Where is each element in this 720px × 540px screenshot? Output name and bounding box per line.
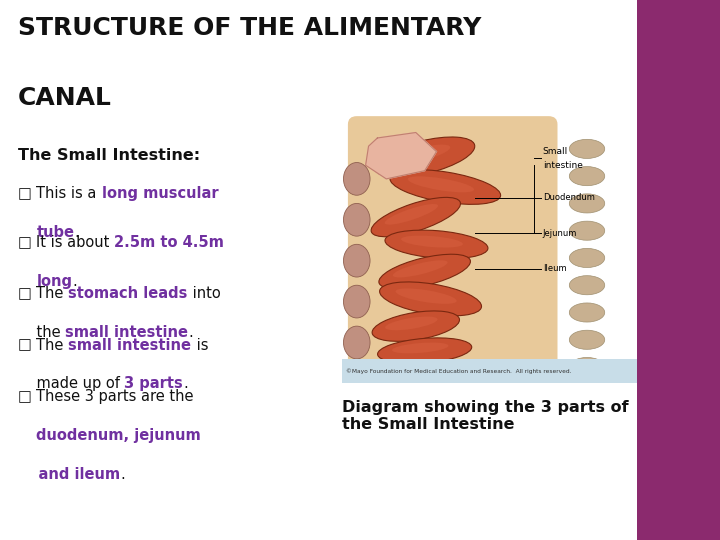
Text: STRUCTURE OF THE ALIMENTARY: STRUCTURE OF THE ALIMENTARY [18, 16, 482, 40]
Ellipse shape [371, 198, 461, 237]
Ellipse shape [393, 260, 448, 278]
Text: It is about: It is about [37, 235, 114, 250]
Ellipse shape [570, 330, 605, 349]
Ellipse shape [395, 288, 456, 304]
Polygon shape [366, 132, 436, 179]
Ellipse shape [379, 254, 470, 289]
FancyBboxPatch shape [348, 116, 557, 378]
Text: .: . [188, 325, 193, 340]
Text: This is a: This is a [37, 186, 102, 201]
Ellipse shape [392, 342, 449, 353]
Text: long: long [37, 274, 73, 289]
Ellipse shape [385, 230, 488, 259]
Text: □: □ [18, 389, 37, 404]
Text: .: . [74, 225, 79, 240]
Text: Diagram showing the 3 parts of
the Small Intestine: Diagram showing the 3 parts of the Small… [342, 400, 629, 432]
Text: The: The [37, 286, 68, 301]
Ellipse shape [374, 137, 474, 177]
Text: These 3 parts are the: These 3 parts are the [37, 389, 194, 404]
Ellipse shape [570, 248, 605, 267]
Text: into: into [188, 286, 220, 301]
FancyBboxPatch shape [342, 359, 637, 383]
Text: Small: Small [543, 147, 568, 156]
Text: duodenum, jejunum: duodenum, jejunum [37, 428, 202, 443]
Text: .: . [73, 274, 77, 289]
Text: small intestine: small intestine [68, 338, 192, 353]
Ellipse shape [570, 194, 605, 213]
Ellipse shape [570, 276, 605, 295]
Ellipse shape [385, 316, 438, 330]
Ellipse shape [570, 303, 605, 322]
Text: Jejunum: Jejunum [543, 229, 577, 238]
Text: small intestine: small intestine [66, 325, 188, 340]
FancyBboxPatch shape [637, 0, 720, 540]
Text: The Small Intestine:: The Small Intestine: [18, 148, 200, 164]
Text: □: □ [18, 186, 37, 201]
Text: stomach leads: stomach leads [68, 286, 188, 301]
Text: The: The [37, 338, 68, 353]
Ellipse shape [390, 170, 500, 204]
Text: .: . [184, 376, 188, 392]
Ellipse shape [343, 163, 370, 195]
Text: tube: tube [37, 225, 74, 240]
Ellipse shape [570, 167, 605, 186]
Text: .: . [120, 467, 125, 482]
Ellipse shape [384, 204, 438, 225]
Ellipse shape [343, 204, 370, 236]
Ellipse shape [372, 311, 459, 341]
Text: the: the [18, 325, 66, 340]
Text: □: □ [18, 338, 37, 353]
Text: CANAL: CANAL [18, 86, 112, 110]
Ellipse shape [570, 357, 605, 376]
Ellipse shape [343, 285, 370, 318]
Text: ©Mayo Foundation for Medical Education and Research.  All rights reserved.: ©Mayo Foundation for Medical Education a… [346, 368, 572, 374]
Ellipse shape [377, 338, 472, 363]
Text: □: □ [18, 286, 37, 301]
Text: is: is [192, 338, 208, 353]
Text: Duodendum: Duodendum [543, 193, 595, 202]
Text: Ileum: Ileum [543, 265, 567, 273]
Text: and ileum: and ileum [18, 467, 120, 482]
Text: long muscular: long muscular [102, 186, 218, 201]
Text: □: □ [18, 235, 37, 250]
Ellipse shape [570, 139, 605, 158]
Text: intestine: intestine [543, 161, 582, 170]
Ellipse shape [408, 177, 474, 192]
Ellipse shape [343, 326, 370, 359]
Text: 3 parts: 3 parts [125, 376, 184, 392]
Ellipse shape [343, 244, 370, 277]
Text: 2.5m to 4.5m: 2.5m to 4.5m [114, 235, 225, 250]
Ellipse shape [570, 221, 605, 240]
Ellipse shape [390, 145, 450, 164]
FancyBboxPatch shape [0, 0, 637, 540]
Text: made up of: made up of [18, 376, 125, 392]
Ellipse shape [401, 235, 463, 247]
Ellipse shape [379, 282, 482, 316]
